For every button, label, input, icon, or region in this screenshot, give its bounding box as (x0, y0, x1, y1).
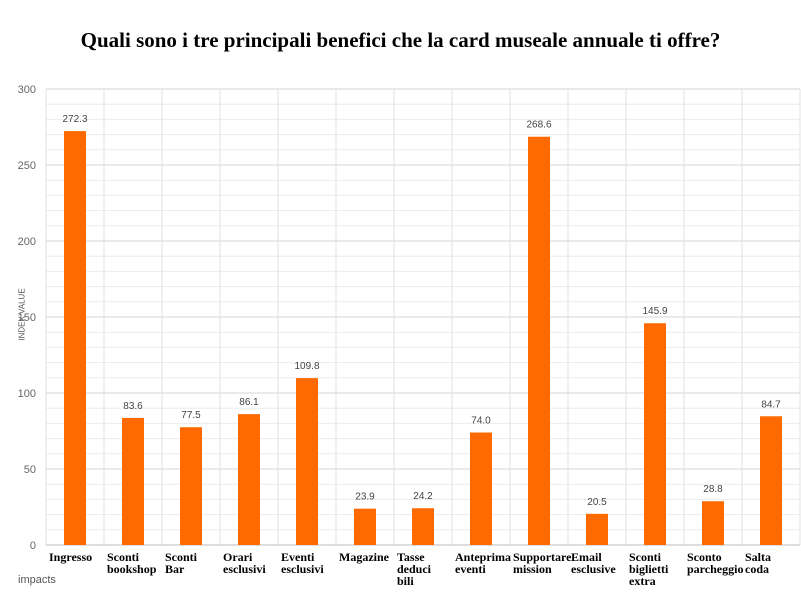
x-category-label: Sconti (629, 550, 662, 564)
data-label: 268.6 (526, 120, 551, 131)
x-category-label: Supportare (513, 550, 572, 564)
bar (586, 513, 608, 545)
y-tick-label: 100 (18, 388, 36, 400)
bar (702, 501, 724, 545)
x-category-label: Tasse (397, 550, 425, 564)
data-label: 83.6 (123, 401, 143, 412)
x-category-label: parcheggio (687, 562, 743, 576)
x-category-label: bookshop (107, 562, 157, 576)
x-category-label: Email (571, 550, 602, 564)
x-category-label: biglietti (629, 562, 669, 576)
x-category-label: esclusivi (223, 562, 266, 576)
bar (180, 427, 202, 545)
data-label: 84.7 (761, 399, 781, 410)
x-category-label: deduci (397, 562, 432, 576)
brand-logo: impacts (18, 574, 56, 586)
x-category-label: Sconti (107, 550, 140, 564)
y-tick-label: 300 (18, 84, 36, 96)
x-category-label: mission (513, 562, 552, 576)
x-category-label: Anteprima (455, 550, 511, 564)
y-tick-label: 200 (18, 236, 36, 248)
x-category-label: Ingresso (49, 550, 92, 564)
x-category-label: esclusivi (281, 562, 324, 576)
bar (354, 508, 376, 545)
data-label: 20.5 (587, 497, 607, 508)
data-label: 109.8 (294, 361, 319, 372)
bar (296, 378, 318, 545)
data-label: 74.0 (471, 416, 491, 427)
bar (238, 414, 260, 545)
data-label: 272.3 (62, 114, 87, 125)
y-tick-label: 0 (30, 540, 36, 552)
data-label: 145.9 (642, 306, 667, 317)
data-label: 23.9 (355, 492, 375, 503)
x-category-label: Bar (165, 562, 185, 576)
data-label: 86.1 (239, 397, 259, 408)
bar (760, 416, 782, 545)
y-tick-label: 250 (18, 160, 36, 172)
x-category-label: Eventi (281, 550, 315, 564)
bar (644, 323, 666, 545)
x-category-label: coda (745, 562, 769, 576)
data-label: 24.2 (413, 491, 433, 502)
y-tick-label: 50 (24, 464, 36, 476)
chart-title: Quali sono i tre principali benefici che… (80, 28, 721, 52)
x-category-label: Sconto (687, 550, 722, 564)
label-layer: 0 50 100 150 200 250 300 272.3 Ingresso 83.6 Scont… (18, 84, 782, 588)
bar (64, 131, 86, 545)
bar (528, 136, 550, 545)
bar (470, 432, 492, 545)
bar-layer (64, 131, 782, 545)
y-tick-label: 150 (18, 312, 36, 324)
x-category-label: eventi (455, 562, 486, 576)
x-category-label: Salta (745, 550, 771, 564)
bar (412, 508, 434, 545)
x-category-label: extra (629, 574, 656, 588)
x-category-label: esclusive (571, 562, 616, 576)
grid-layer (45, 88, 801, 546)
x-category-label: Sconti (165, 550, 198, 564)
data-label: 28.8 (703, 484, 723, 495)
x-category-label: Orari (223, 550, 253, 564)
x-category-label: Magazine (339, 550, 390, 564)
bar (122, 417, 144, 545)
x-category-label: bili (397, 574, 414, 588)
data-label: 77.5 (181, 410, 201, 421)
